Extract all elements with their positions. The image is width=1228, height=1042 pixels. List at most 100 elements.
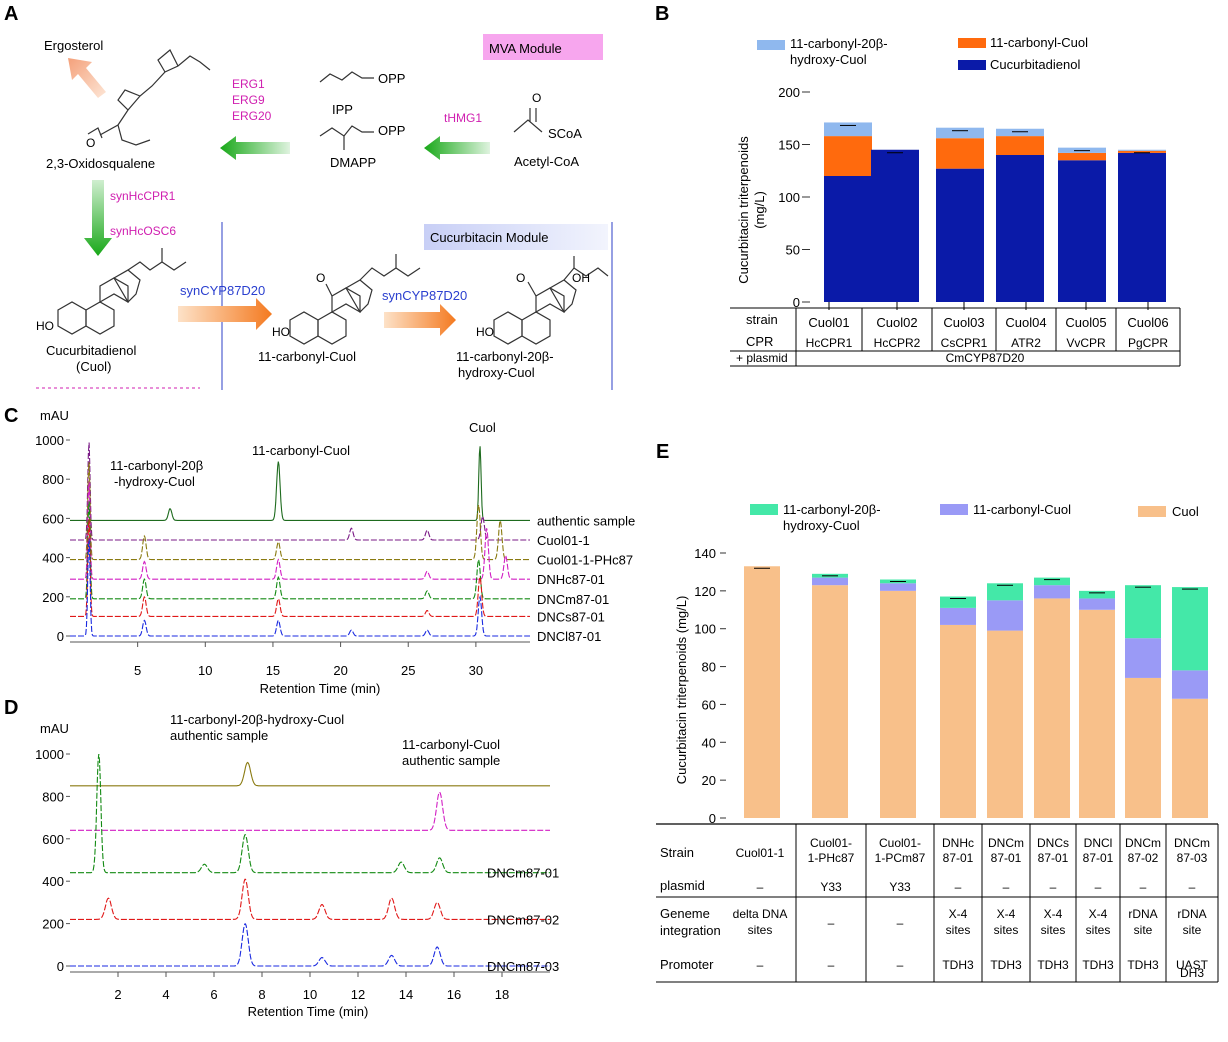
e-plasmid-5: – [1050,880,1057,894]
acetyl-o: O [532,91,541,105]
legend-swatch-cuol [958,60,986,70]
e-gen-7-b: site [1134,923,1153,937]
c-trace-3 [70,481,530,580]
e-strain-3-b: 87-01 [943,851,974,865]
hydroxy-o: O [516,271,525,285]
b-ytick: 150 [778,138,800,153]
c-xtick: 30 [469,663,483,678]
b-bar-cuol02-0 [871,149,919,302]
d-xtick: 2 [114,987,121,1002]
c-xlabel: Retention Time (min) [260,681,381,696]
legend-hydroxy-1: 11-carbonyl-20β- [790,36,888,51]
c-trace-label-4: DNCm87-01 [537,592,609,607]
erg9-label: ERG9 [232,93,265,107]
e-legend-swatch-hydroxy [750,504,778,515]
b-strain-table: strain CPR + plasmid CmCYP87D20 Cuol01 Hc… [730,302,1181,367]
synhccpr1-label: synHcCPR1 [110,189,176,203]
c-trace-label-5: DNCs87-01 [537,609,605,624]
oxidosqualene-label: 2,3-Oxidosqualene [46,156,155,171]
e-legend-swatch-carbonyl [940,504,968,515]
c-peak-hydroxy-1: 11-carbonyl-20β [110,458,203,473]
e-ytick: 60 [702,697,716,712]
synhcosc6-label: synHcOSC6 [110,224,176,238]
e-ytick: 20 [702,773,716,788]
panel-label-d: D [4,697,18,719]
d-trace-4 [70,923,550,967]
c-xtick: 25 [401,663,415,678]
osc-arrow [84,180,112,256]
b-cpr-2: HcCPR2 [874,336,921,350]
b-bar-cuol05-1 [1058,152,1106,161]
e-bar-5-1 [1034,585,1070,599]
d-ytick: 0 [57,959,64,974]
cuol-ho: HO [36,319,54,333]
e-strain-2-a: Cuol01- [879,836,921,850]
e-gen-3-a: X-4 [949,907,968,921]
d-trace-label-4: DNCm87-03 [487,959,559,974]
cuol-abbrev: (Cuol) [76,359,111,374]
e-promoter-4-a: TDH3 [990,958,1022,972]
d-xlabel: Retention Time (min) [248,1004,369,1019]
c-yunit: mAU [40,408,69,423]
e-bar-4-2 [987,583,1023,601]
thmg1-arrow [424,136,490,160]
e-ylabel: Cucurbitacin triterpenoids (mg/L) [674,596,689,785]
dmapp-opp: OPP [378,123,405,138]
d-ytick: 200 [42,917,64,932]
hydroxy-oh: OH [572,271,590,285]
c-peak-hydroxy-2: -hydroxy-Cuol [114,474,195,489]
d-ytick: 400 [42,874,64,889]
e-strain-4-b: 87-01 [991,851,1022,865]
e-bar-0-0 [744,566,780,818]
d-xtick: 10 [303,987,317,1002]
b-cpr-1: HcCPR1 [806,336,853,350]
e-gen-1: – [828,916,835,930]
c-ytick: 800 [42,472,64,487]
e-row-strain: Strain [660,845,694,860]
d-trace-0 [70,761,550,787]
c-trace-4 [70,501,530,600]
e-bar-7-0 [1125,677,1161,818]
b-bars [824,122,1166,302]
b-bar-cuol06-1 [1118,150,1166,153]
e-bar-8-2 [1172,587,1208,671]
cyp2-arrow [384,304,456,336]
c-trace-label-1: Cuol01-1 [537,533,590,548]
e-strain-3-a: DNHc [942,836,974,850]
panel-e-legend: 11-carbonyl-20β- hydroxy-Cuol 11-carbony… [750,502,1199,533]
legend-swatch-hydroxy [757,40,785,50]
carbonyl-cuol-label: 11-carbonyl-Cuol [258,349,356,364]
e-gen-0-b: sites [748,923,773,937]
e-strain-5-b: 87-01 [1038,851,1069,865]
e-strain-0: Cuol01-1 [736,846,785,860]
panel-label-c: C [4,405,18,427]
e-strain-7-a: DNCm [1125,836,1161,850]
e-strain-8-a: DNCm [1174,836,1210,850]
e-bar-5-2 [1034,577,1070,586]
c-ytick: 600 [42,511,64,526]
e-strain-6-a: DNCl [1084,836,1113,850]
b-cpr-3: CsCPR1 [941,336,988,350]
e-legend-cuol: Cuol [1172,504,1199,519]
panel-b-legend: 11-carbonyl-20β- hydroxy-Cuol 11-carbony… [757,35,1088,72]
e-strain-8-b: 87-03 [1177,851,1208,865]
e-promoter-1-a: – [828,958,835,972]
e-promoter-0-a: – [757,958,764,972]
c-xtick: 10 [198,663,212,678]
e-bar-4-0 [987,630,1023,818]
d-label-hydroxy-2: authentic sample [170,728,268,743]
e-gen-4-b: sites [994,923,1019,937]
cyp1-label: synCYP87D20 [180,283,265,298]
carbonyl-cuol-structure [289,254,421,345]
d-trace-2 [70,753,550,874]
e-strain-2-b: 1-PCm87 [875,851,926,865]
d-xtick: 16 [447,987,461,1002]
panel-label-e: E [656,441,669,463]
d-label-carbonyl-2: authentic sample [402,753,500,768]
d-trace-label-3: DNCm87-02 [487,912,559,927]
e-bar-6-2 [1079,590,1115,599]
e-gen-6-a: X-4 [1089,907,1108,921]
e-legend-hydroxy-2: hydroxy-Cuol [783,518,860,533]
e-strain-4-a: DNCm [988,836,1024,850]
b-bar-cuol01-1 [824,136,872,176]
